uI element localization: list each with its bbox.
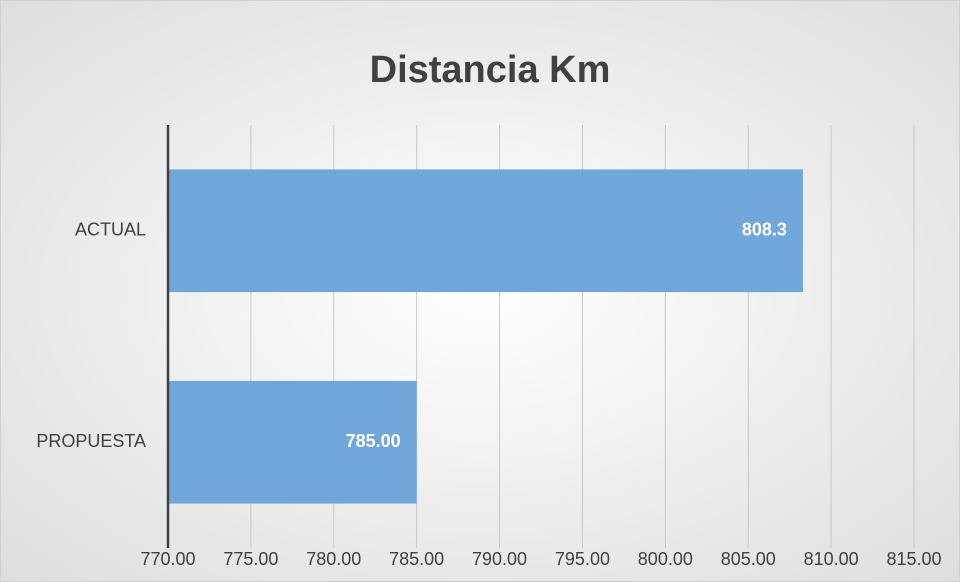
value-label: 785.00 <box>346 431 401 451</box>
x-tick-label: 770.00 <box>140 549 195 569</box>
x-tick-label: 790.00 <box>472 549 527 569</box>
bar <box>168 169 803 293</box>
x-tick-label: 780.00 <box>306 549 361 569</box>
y-tick-label: PROPUESTA <box>36 431 146 451</box>
value-label: 808.3 <box>742 220 787 240</box>
x-tick-label: 810.00 <box>804 549 859 569</box>
x-tick-label: 775.00 <box>223 549 278 569</box>
bar <box>168 380 417 504</box>
x-tick-label: 795.00 <box>555 549 610 569</box>
chart-title: Distancia Km <box>370 49 611 91</box>
x-tick-label: 785.00 <box>389 549 444 569</box>
x-tick-label: 805.00 <box>721 549 776 569</box>
x-tick-label: 800.00 <box>638 549 693 569</box>
x-tick-label: 815.00 <box>886 549 941 569</box>
y-tick-label: ACTUAL <box>75 220 146 240</box>
